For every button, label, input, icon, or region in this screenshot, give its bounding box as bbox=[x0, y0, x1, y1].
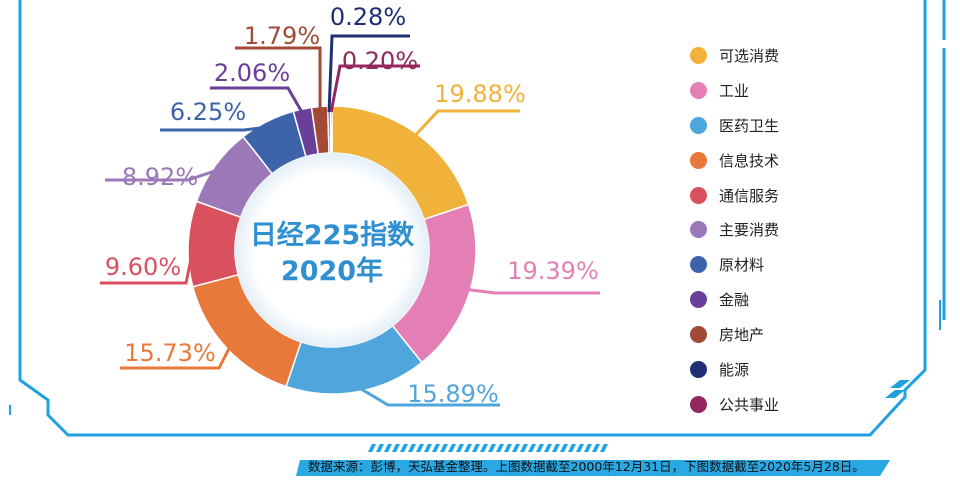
legend-label: 能源 bbox=[719, 360, 750, 379]
hatch-stripe bbox=[400, 444, 408, 452]
source-banner bbox=[296, 460, 890, 476]
hatch-stripe bbox=[408, 444, 416, 452]
legend-swatch bbox=[690, 256, 707, 274]
hatch-stripe bbox=[600, 444, 608, 452]
leader-line-2 bbox=[464, 287, 600, 295]
hatch-stripe bbox=[528, 444, 536, 452]
legend-item: 信息技术 bbox=[690, 143, 890, 178]
hatch-stripe bbox=[464, 444, 472, 452]
leader-line-1 bbox=[411, 109, 520, 140]
legend-label: 公共事业 bbox=[719, 395, 780, 414]
legend-label: 医药卫生 bbox=[719, 116, 780, 135]
legend-swatch bbox=[690, 291, 707, 309]
legend-swatch bbox=[690, 360, 707, 378]
legend-swatch bbox=[690, 151, 707, 169]
center-title-line1: 日经225指数 bbox=[249, 220, 415, 251]
hatch-stripe bbox=[416, 444, 424, 452]
legend-swatch bbox=[690, 326, 707, 344]
center-title-line2: 2020年 bbox=[280, 256, 384, 287]
legend-item: 医药卫生 bbox=[690, 108, 890, 143]
leader-line-5 bbox=[100, 243, 196, 285]
legend: 可选消费工业医药卫生信息技术通信服务主要消费原材料金融房地产能源公共事业 bbox=[690, 38, 890, 422]
data-label-2: 19.39% bbox=[507, 257, 599, 285]
leader-line-9 bbox=[235, 46, 322, 113]
legend-label: 房地产 bbox=[719, 326, 765, 345]
legend-swatch bbox=[690, 221, 707, 239]
hatch-stripe bbox=[488, 444, 496, 452]
hatch-stripe bbox=[544, 444, 552, 452]
data-label-3: 15.89% bbox=[407, 380, 499, 408]
hatch-stripe bbox=[368, 444, 376, 452]
legend-item: 工业 bbox=[690, 73, 890, 108]
legend-swatch bbox=[690, 395, 707, 413]
hatch-stripe bbox=[456, 444, 464, 452]
hatch-stripe bbox=[560, 444, 568, 452]
legend-swatch bbox=[690, 186, 707, 204]
data-label-7: 6.25% bbox=[170, 98, 246, 126]
legend-swatch bbox=[690, 46, 707, 64]
hatch-stripe bbox=[496, 444, 504, 452]
leader-line-8 bbox=[210, 86, 305, 116]
leader-line-10 bbox=[327, 34, 410, 113]
hatch-stripe bbox=[552, 444, 560, 452]
data-label-1: 19.88% bbox=[434, 80, 526, 108]
hatch-stripe bbox=[592, 444, 600, 452]
legend-item: 通信服务 bbox=[690, 178, 890, 213]
leader-line-11 bbox=[329, 64, 420, 113]
hatch-stripe bbox=[384, 444, 392, 452]
data-label-11: 0.20% bbox=[342, 47, 418, 75]
legend-item: 能源 bbox=[690, 352, 890, 387]
legend-item: 原材料 bbox=[690, 247, 890, 282]
legend-swatch bbox=[690, 116, 707, 134]
hatch-stripe bbox=[568, 444, 576, 452]
data-label-8: 2.06% bbox=[214, 59, 290, 87]
hatch-stripes bbox=[368, 444, 608, 452]
hatch-stripe bbox=[520, 444, 528, 452]
hatch-stripe bbox=[576, 444, 584, 452]
pie-slice-11 bbox=[329, 105, 333, 154]
legend-label: 主要消费 bbox=[719, 221, 780, 240]
legend-item: 金融 bbox=[690, 282, 890, 317]
hatch-stripe bbox=[376, 444, 384, 452]
legend-item: 可选消费 bbox=[690, 38, 890, 73]
hatch-stripe bbox=[584, 444, 592, 452]
legend-label: 通信服务 bbox=[719, 186, 780, 205]
hatch-stripe bbox=[392, 444, 400, 452]
hatch-stripe bbox=[536, 444, 544, 452]
legend-item: 主要消费 bbox=[690, 212, 890, 247]
hatch-stripe bbox=[512, 444, 520, 452]
data-label-5: 9.60% bbox=[105, 253, 181, 281]
legend-label: 工业 bbox=[719, 81, 750, 100]
data-label-9: 1.79% bbox=[244, 22, 320, 50]
hatch-stripe bbox=[424, 444, 432, 452]
hatch-stripe bbox=[504, 444, 512, 452]
source-note: 数据来源：彭博，天弘基金整理。上图数据截至2000年12月31日，下图数据截至2… bbox=[308, 459, 865, 474]
leader-line-3 bbox=[355, 384, 500, 407]
hatch-stripe bbox=[432, 444, 440, 452]
legend-item: 公共事业 bbox=[690, 387, 890, 422]
data-label-10: 0.28% bbox=[330, 3, 406, 31]
legend-label: 金融 bbox=[719, 291, 750, 310]
hatch-stripe bbox=[472, 444, 480, 452]
hatch-stripe bbox=[440, 444, 448, 452]
donut-hole bbox=[235, 153, 429, 347]
legend-label: 原材料 bbox=[719, 256, 765, 275]
legend-item: 房地产 bbox=[690, 317, 890, 352]
data-label-4: 15.73% bbox=[124, 339, 216, 367]
hatch-stripe bbox=[448, 444, 456, 452]
legend-label: 可选消费 bbox=[719, 46, 780, 65]
data-label-6: 8.92% bbox=[122, 163, 198, 191]
hatch-stripe bbox=[480, 444, 488, 452]
legend-swatch bbox=[690, 81, 707, 99]
leader-line-6 bbox=[105, 167, 221, 182]
legend-label: 信息技术 bbox=[719, 151, 780, 170]
leader-line-4 bbox=[120, 343, 233, 370]
leader-line-7 bbox=[160, 125, 270, 132]
